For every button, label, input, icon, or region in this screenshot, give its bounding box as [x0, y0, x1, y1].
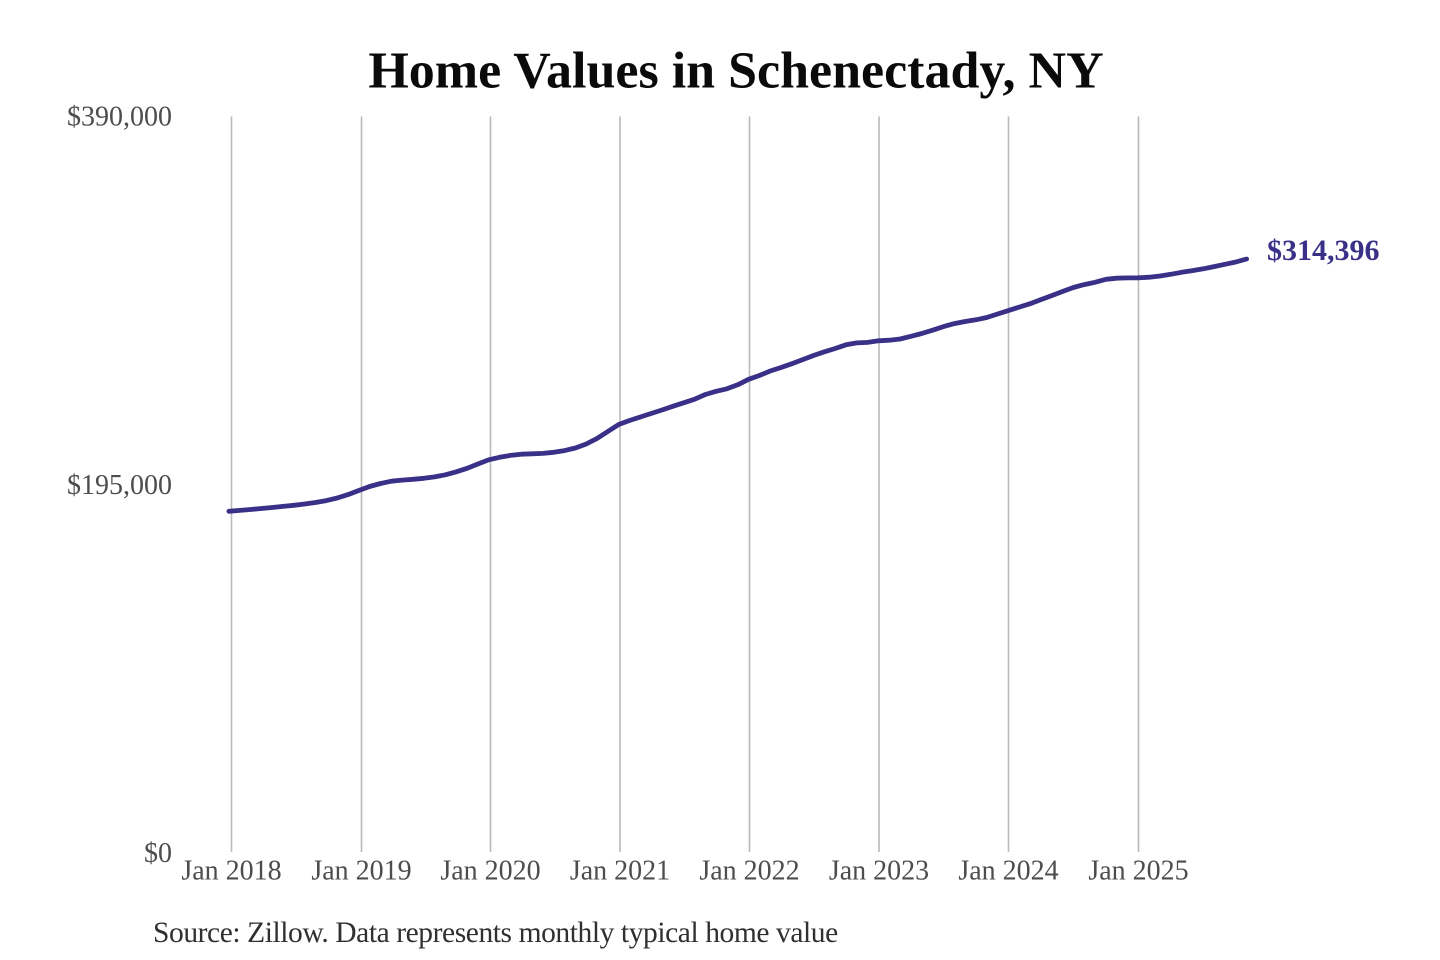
svg-text:Jan 2021: Jan 2021 [570, 856, 670, 887]
svg-text:Jan 2025: Jan 2025 [1088, 856, 1188, 887]
svg-text:Jan 2022: Jan 2022 [699, 856, 799, 887]
svg-text:$195,000: $195,000 [67, 470, 172, 501]
svg-text:$0: $0 [144, 838, 172, 869]
svg-text:Jan 2019: Jan 2019 [311, 856, 411, 887]
svg-text:Jan 2018: Jan 2018 [181, 856, 281, 887]
svg-text:Jan 2020: Jan 2020 [440, 856, 540, 887]
svg-text:Jan 2024: Jan 2024 [958, 856, 1058, 887]
svg-text:Jan 2023: Jan 2023 [829, 856, 929, 887]
svg-text:Home Values in Schenectady, NY: Home Values in Schenectady, NY [368, 43, 1103, 100]
svg-text:$314,396: $314,396 [1267, 234, 1380, 267]
svg-text:$390,000: $390,000 [67, 102, 172, 133]
svg-text:Source: Zillow. Data represent: Source: Zillow. Data represents monthly … [153, 917, 838, 949]
